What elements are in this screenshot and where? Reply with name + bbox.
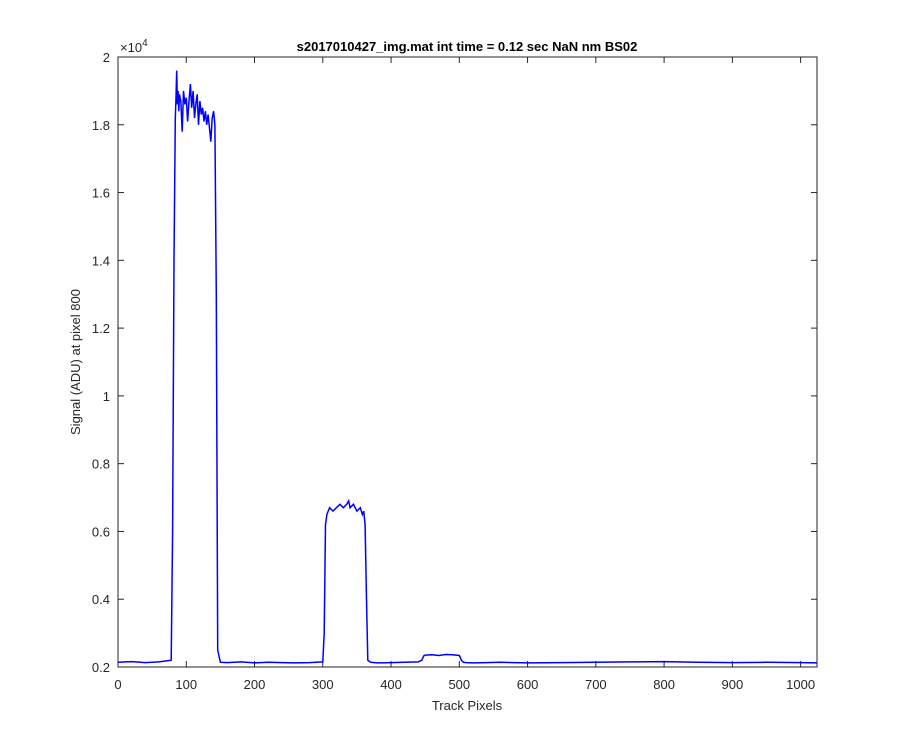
x-tick-label: 200 [244, 677, 266, 692]
x-axis-label: Track Pixels [432, 698, 503, 713]
x-tick-label: 400 [380, 677, 402, 692]
x-tick-label: 0 [114, 677, 121, 692]
x-tick-label: 900 [722, 677, 744, 692]
x-tick-labels: 0 100 200 300 400 500 600 700 800 900 1000 [114, 677, 815, 692]
y-tick-label: 0.8 [92, 457, 110, 472]
y-tick-label: 0.4 [92, 592, 110, 607]
chart-title: s2017010427_img.mat int time = 0.12 sec … [297, 39, 638, 54]
y-tick-label: 1.4 [92, 253, 110, 268]
x-tick-label: 300 [312, 677, 334, 692]
y-tick-label: 1.8 [92, 118, 110, 133]
y-tick-label: 0.2 [92, 660, 110, 675]
signal-series-line [117, 70, 818, 664]
y-tick-label: 1.2 [92, 321, 110, 336]
y-exponent-label: ×104 [120, 38, 148, 55]
y-tick-label: 1 [103, 389, 110, 404]
x-tick-label: 500 [448, 677, 470, 692]
y-tick-label: 0.6 [92, 524, 110, 539]
x-tick-label: 1000 [786, 677, 815, 692]
plot-area [117, 56, 818, 668]
y-tick-label: 2 [103, 50, 110, 65]
axis-ticks [117, 56, 817, 668]
y-tick-labels: 0.2 0.4 0.6 0.8 1 1.2 1.4 1.6 1.8 2 [92, 50, 110, 675]
x-tick-label: 100 [175, 677, 197, 692]
y-axis-label: Signal (ADU) at pixel 800 [68, 289, 83, 435]
x-tick-label: 600 [517, 677, 539, 692]
y-tick-label: 1.6 [92, 186, 110, 201]
x-tick-label: 800 [653, 677, 675, 692]
x-tick-label: 700 [585, 677, 607, 692]
